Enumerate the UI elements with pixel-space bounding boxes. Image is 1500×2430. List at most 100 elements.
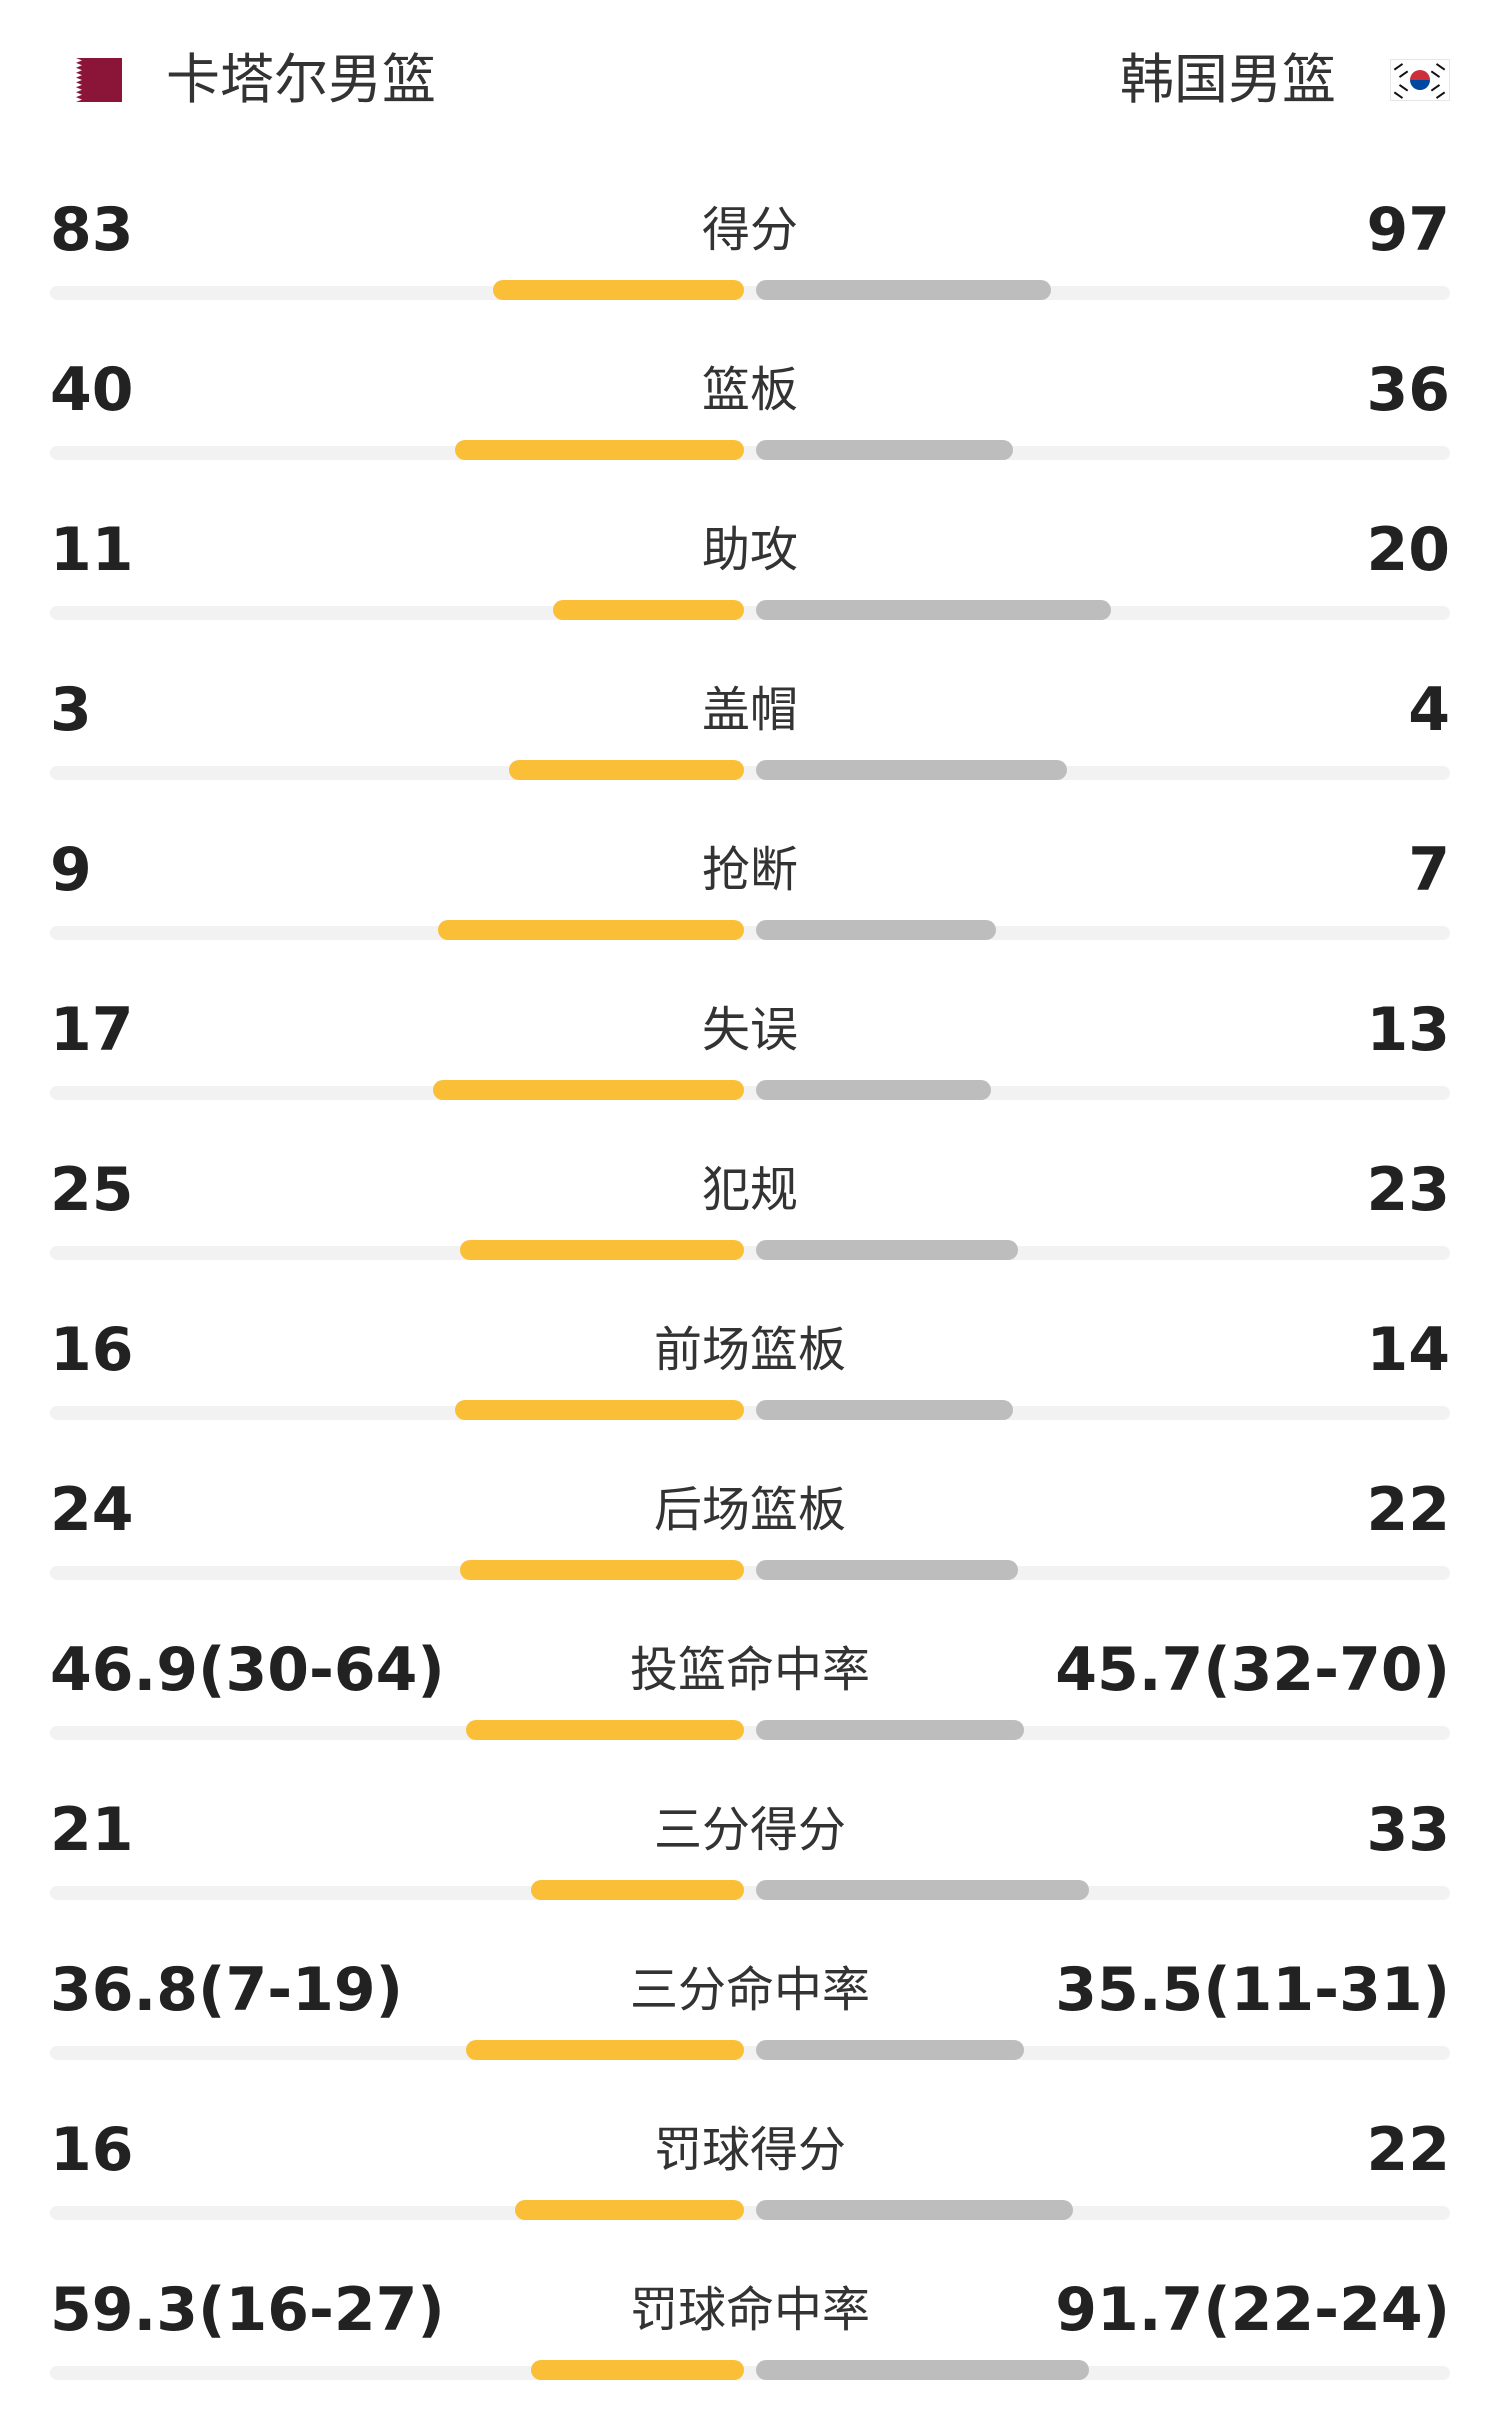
home-stat-bar (438, 920, 744, 940)
home-stat-value: 25 (50, 1155, 134, 1225)
home-stat-bar (493, 280, 744, 300)
stat-label: 投篮命中率 (629, 1642, 870, 1698)
away-team[interactable]: 韩国男篮 (1120, 40, 1450, 120)
home-stat-bar (531, 2360, 744, 2380)
stat-label: 助攻 (701, 522, 798, 578)
stat-row: 59.3(16-27) 罚球命中率 91.7(22-24) (0, 2270, 1500, 2430)
stat-row: 21 三分得分 33 (0, 1790, 1500, 1950)
match-header: 卡塔尔男篮 韩国男篮 (0, 0, 1500, 160)
away-stat-value: 97 (1366, 195, 1451, 265)
stat-bar-track (50, 1246, 1450, 1260)
away-stat-bar (756, 760, 1067, 780)
stat-row: 83 得分 97 (0, 190, 1500, 350)
away-stat-value: 4 (1408, 675, 1450, 745)
home-stat-bar (460, 1560, 744, 1580)
stat-row: 11 助攻 20 (0, 510, 1500, 670)
home-stat-value: 59.3(16-27) (50, 2275, 445, 2345)
stat-bar-track (50, 1726, 1450, 1740)
away-stat-value: 13 (1366, 995, 1451, 1065)
home-stat-bar (466, 1720, 744, 1740)
stat-bar-track (50, 1886, 1450, 1900)
home-stat-bar (515, 2200, 744, 2220)
stat-row: 9 抢断 7 (0, 830, 1500, 990)
home-stat-bar (455, 1400, 744, 1420)
away-stat-value: 23 (1366, 1155, 1451, 1225)
stat-label: 盖帽 (701, 682, 798, 738)
away-stat-bar (756, 1400, 1013, 1420)
away-stat-value: 22 (1366, 1475, 1451, 1545)
home-stat-bar (509, 760, 744, 780)
home-stat-value: 46.9(30-64) (50, 1635, 445, 1705)
away-stat-value: 45.7(32-70) (1055, 1635, 1450, 1705)
home-stat-value: 21 (50, 1795, 134, 1865)
away-stat-value: 22 (1366, 2115, 1451, 2185)
stat-bar-track (50, 2206, 1450, 2220)
stat-bar-track (50, 1086, 1450, 1100)
home-stat-value: 40 (50, 355, 134, 425)
stat-row: 16 前场篮板 14 (0, 1310, 1500, 1470)
qatar-flag-icon (60, 58, 122, 102)
away-stat-value: 20 (1366, 515, 1451, 585)
away-stat-bar (756, 2360, 1089, 2380)
stat-bar-track (50, 926, 1450, 940)
stat-label: 犯规 (701, 1162, 798, 1218)
stat-label: 罚球得分 (653, 2122, 846, 2178)
stat-label: 前场篮板 (653, 1322, 846, 1378)
stat-label: 得分 (701, 202, 798, 258)
away-stat-bar (756, 1880, 1089, 1900)
home-stat-value: 17 (50, 995, 134, 1065)
stat-label: 罚球命中率 (629, 2282, 870, 2338)
stat-bar-track (50, 766, 1450, 780)
home-team-name: 卡塔尔男篮 (166, 48, 436, 111)
stat-row: 36.8(7-19) 三分命中率 35.5(11-31) (0, 1950, 1500, 2110)
home-stat-value: 9 (50, 835, 92, 905)
stat-bar-track (50, 286, 1450, 300)
south-korea-flag-icon (1390, 59, 1450, 101)
away-stat-bar (756, 440, 1013, 460)
stat-label: 抢断 (701, 842, 798, 898)
stat-label: 失误 (701, 1002, 798, 1058)
stat-bar-track (50, 606, 1450, 620)
away-stat-value: 7 (1408, 835, 1450, 905)
away-stat-bar (756, 600, 1111, 620)
stat-bar-track (50, 2046, 1450, 2060)
stat-row: 25 犯规 23 (0, 1150, 1500, 1310)
away-stat-value: 35.5(11-31) (1055, 1955, 1450, 2025)
home-stat-bar (455, 440, 744, 460)
stat-label: 篮板 (701, 362, 798, 418)
stat-row: 3 盖帽 4 (0, 670, 1500, 830)
home-stat-value: 36.8(7-19) (50, 1955, 404, 2025)
stat-label: 三分得分 (653, 1802, 846, 1858)
stat-row: 46.9(30-64) 投篮命中率 45.7(32-70) (0, 1630, 1500, 1790)
stat-row: 17 失误 13 (0, 990, 1500, 1150)
home-stat-bar (531, 1880, 744, 1900)
stat-bar-track (50, 1566, 1450, 1580)
home-stat-bar (433, 1080, 744, 1100)
away-stat-bar (756, 2200, 1073, 2220)
away-stat-value: 36 (1366, 355, 1451, 425)
stat-row: 24 后场篮板 22 (0, 1470, 1500, 1630)
stat-bar-track (50, 1406, 1450, 1420)
stat-label: 三分命中率 (629, 1962, 870, 2018)
home-stat-value: 11 (50, 515, 134, 585)
home-stat-value: 83 (50, 195, 134, 265)
home-stat-value: 16 (50, 2115, 134, 2185)
away-stat-bar (756, 1080, 991, 1100)
home-stat-bar (460, 1240, 744, 1260)
away-stat-bar (756, 1720, 1024, 1740)
away-stat-value: 33 (1366, 1795, 1451, 1865)
away-stat-value: 14 (1366, 1315, 1451, 1385)
away-stat-bar (756, 280, 1051, 300)
stat-bar-track (50, 446, 1450, 460)
away-stat-bar (756, 920, 996, 940)
stat-row: 16 罚球得分 22 (0, 2110, 1500, 2270)
home-stat-value: 3 (50, 675, 92, 745)
home-team[interactable]: 卡塔尔男篮 (60, 40, 436, 120)
home-stat-value: 16 (50, 1315, 134, 1385)
away-team-name: 韩国男篮 (1120, 48, 1336, 111)
home-stat-value: 24 (50, 1475, 134, 1545)
away-stat-bar (756, 2040, 1024, 2060)
away-stat-bar (756, 1560, 1018, 1580)
home-stat-bar (553, 600, 744, 620)
stat-row: 40 篮板 36 (0, 350, 1500, 510)
